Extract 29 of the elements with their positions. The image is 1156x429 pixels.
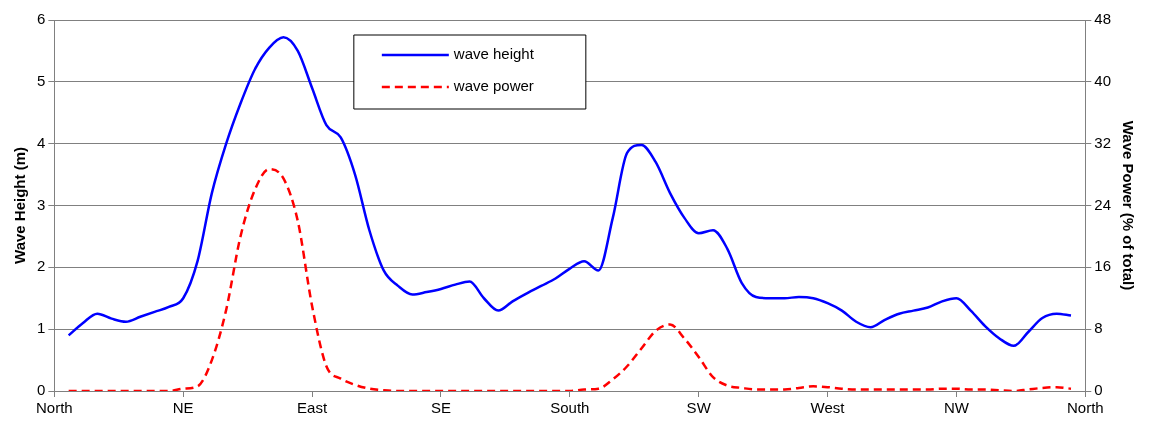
y-tick-label: 5 (37, 71, 46, 89)
y-tick-label: 0 (37, 381, 46, 399)
y-tick-label: 4 (37, 133, 46, 151)
y2-tick-label: 0 (1094, 381, 1103, 399)
y-tick-label: 6 (37, 10, 46, 28)
y2-tick-label: 48 (1094, 10, 1111, 28)
x-tick-label: SE (430, 399, 451, 417)
line-series (67, 36, 1073, 348)
y-tick-label: 2 (37, 257, 46, 275)
y2-axis-title: Wave Power (% of total) (1119, 120, 1137, 291)
line-series (67, 167, 1073, 391)
x-tick-label: NE (172, 399, 194, 417)
x-tick-label: SW (686, 399, 712, 417)
x-tick-label: North (1066, 399, 1104, 417)
x-tick-label: East (297, 399, 328, 417)
legend-label: wave power (452, 77, 534, 95)
x-tick-label: North (36, 399, 73, 417)
y2-tick-label: 40 (1094, 71, 1111, 89)
x-tick-label: NW (943, 399, 970, 417)
x-tick-label: South (550, 399, 590, 417)
y2-tick-label: 16 (1094, 257, 1111, 275)
y2-tick-label: 32 (1094, 133, 1111, 151)
y-tick-label: 1 (37, 319, 46, 337)
x-tick-label: West (810, 399, 846, 417)
y-tick-label: 3 (37, 195, 46, 213)
legend-label: wave height (452, 45, 535, 63)
y2-tick-label: 24 (1094, 195, 1111, 213)
y-axis-title: Wave Height (m) (11, 147, 29, 264)
y2-tick-label: 8 (1094, 319, 1103, 337)
